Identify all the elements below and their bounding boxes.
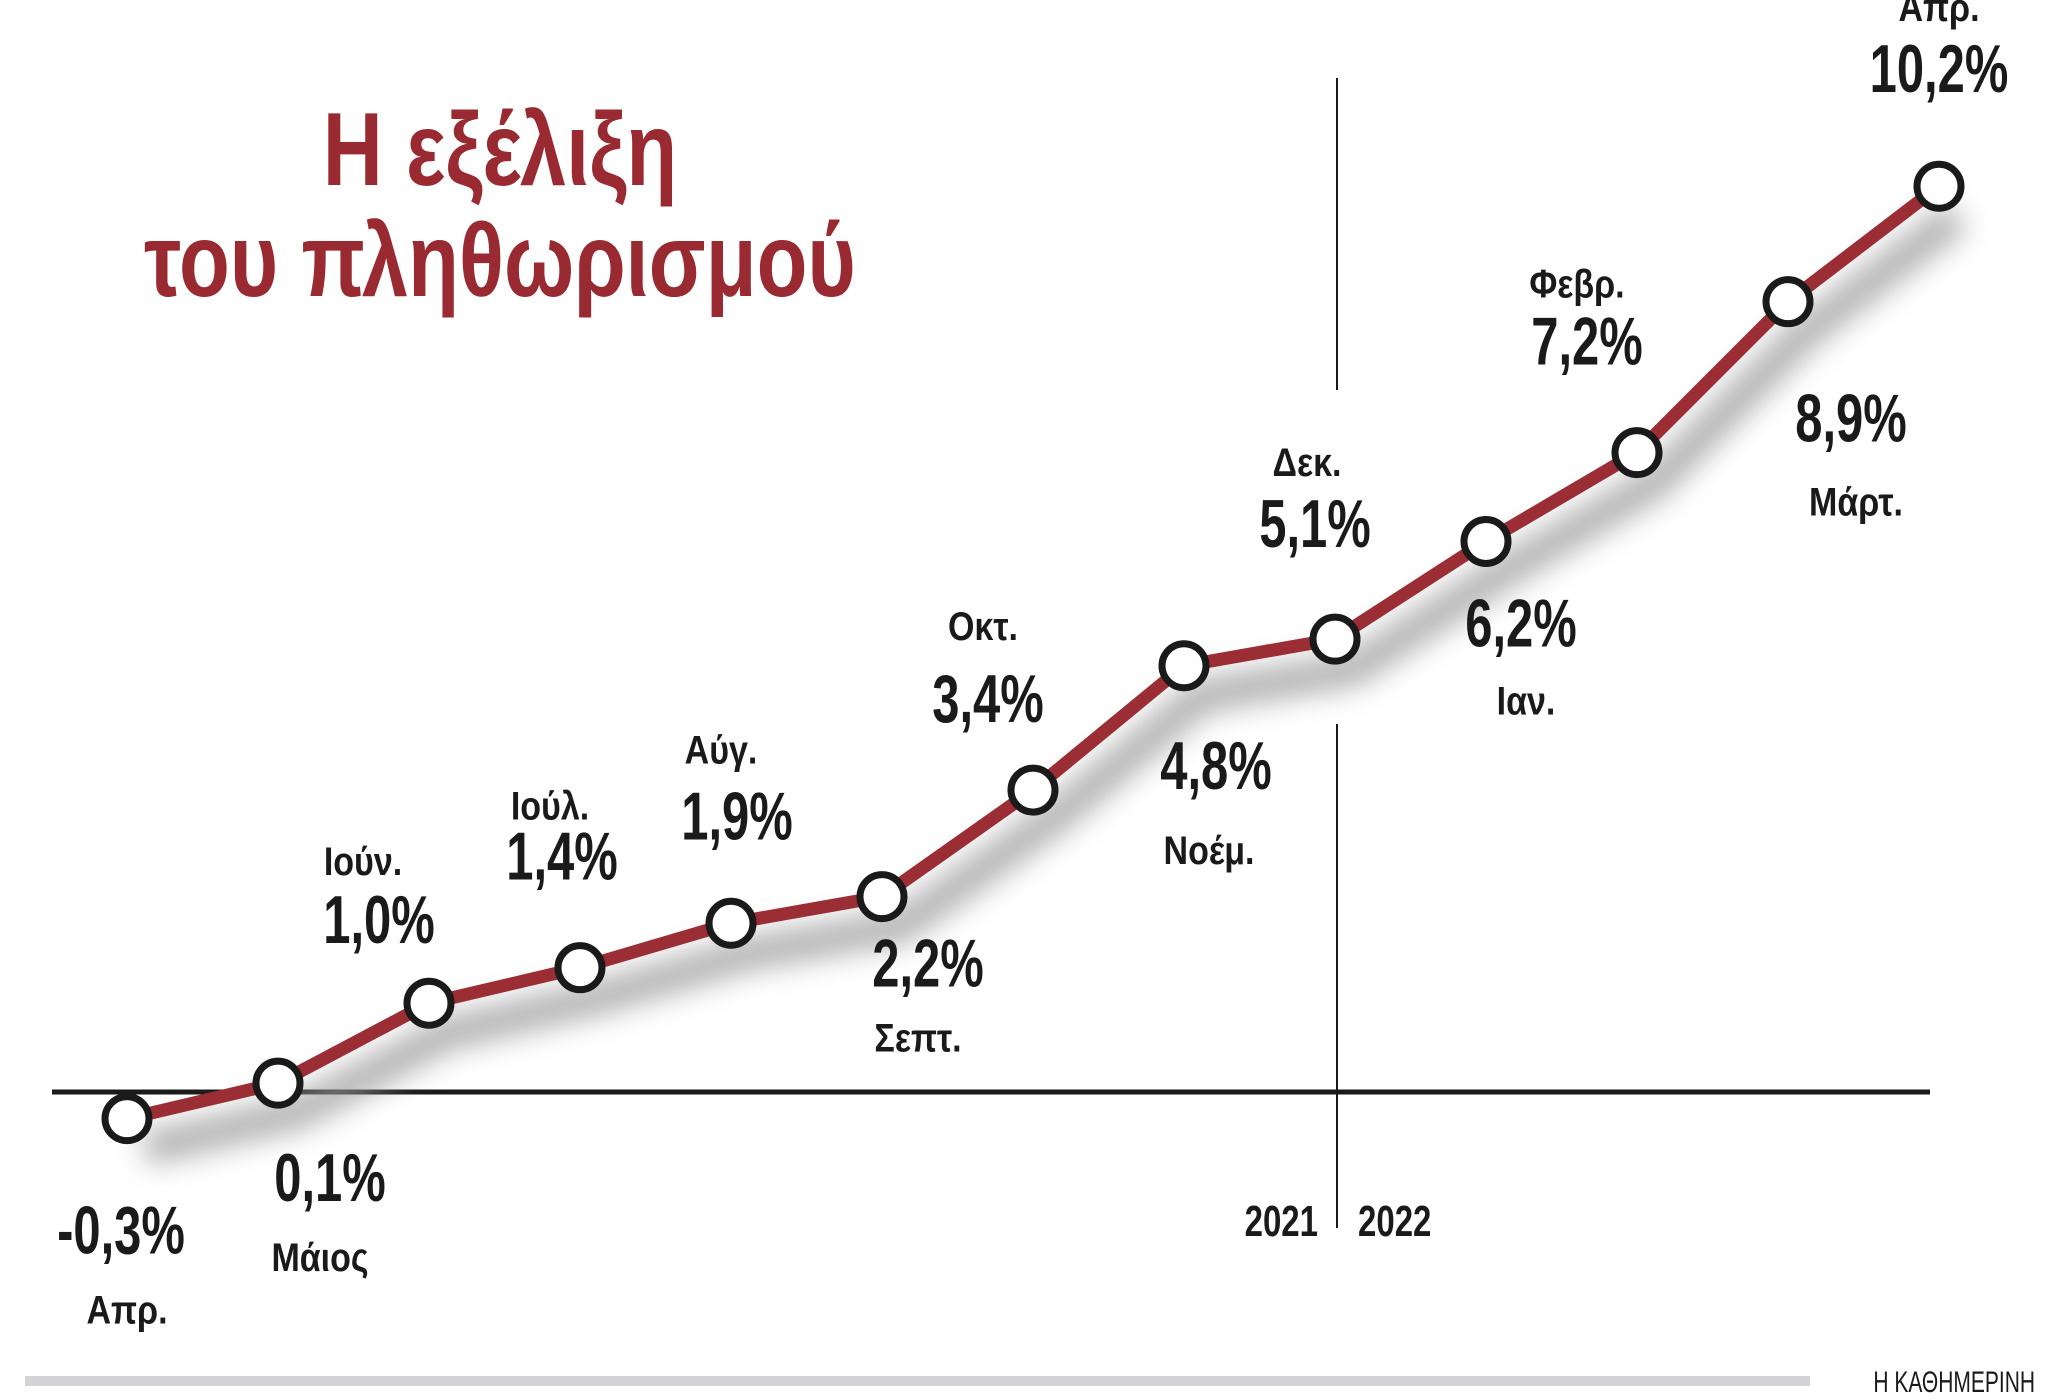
value-label: 8,9% — [1795, 380, 1907, 457]
month-label: Αύγ. — [685, 727, 758, 772]
line-shadow — [141, 202, 1968, 1166]
month-label: Νοέμ. — [1164, 827, 1255, 872]
month-label: Ιούν. — [324, 839, 402, 884]
data-point-marker — [252, 1057, 304, 1109]
month-label: Οκτ. — [948, 603, 1018, 648]
data-point-marker — [705, 897, 757, 949]
value-label: 2,2% — [872, 925, 984, 1002]
data-point-marker — [1309, 613, 1361, 665]
data-point-marker — [1913, 160, 1965, 212]
value-label: 1,0% — [323, 881, 435, 958]
value-label: 5,1% — [1259, 485, 1371, 562]
footer-bar — [25, 1376, 1810, 1386]
value-label: 3,4% — [932, 660, 1044, 737]
data-labels: -0,3% Απρ. 0,1% Μάιος 1,0%Ιούν. 1,4%Ιούλ. 1,9%… — [57, 0, 2008, 1332]
value-label: 4,8% — [1160, 727, 1272, 804]
value-label: 10,2% — [1870, 30, 2009, 107]
month-label: Ιαν. — [1497, 678, 1556, 723]
value-label: 6,2% — [1465, 584, 1577, 661]
month-label: Φεβρ. — [1529, 261, 1624, 306]
value-label: 1,4% — [506, 818, 618, 895]
data-point-marker — [101, 1093, 153, 1145]
source-label: Η ΚΑΘΗΜΕΡΙΝΗ — [1873, 1367, 2035, 1399]
month-label: Σεπτ. — [874, 1015, 961, 1060]
month-label: Απρ. — [1898, 0, 1979, 30]
value-label: 1,9% — [681, 777, 793, 854]
month-label: Απρ. — [86, 1287, 167, 1332]
year-label-2022: 2022 — [1358, 1198, 1431, 1247]
month-label: Μάρτ. — [1809, 479, 1903, 524]
data-point-marker — [856, 871, 908, 923]
chart-title-line-2: του πληθωρισμού — [144, 202, 856, 318]
data-point-marker — [1611, 427, 1663, 479]
value-label: -0,3% — [57, 1192, 185, 1269]
data-point-marker — [554, 942, 606, 994]
data-point-marker — [1158, 640, 1210, 692]
month-label: Δεκ. — [1273, 439, 1342, 484]
series-shadow — [141, 202, 1968, 1166]
month-label: Μάιος — [271, 1234, 368, 1279]
series-line — [125, 181, 1943, 1125]
value-label: 7,2% — [1531, 303, 1643, 380]
data-point-marker — [1762, 276, 1814, 328]
data-point-marker — [1460, 515, 1512, 567]
value-label: 0,1% — [274, 1139, 386, 1216]
chart-title-line-1: Η εξέλιξη — [323, 91, 677, 207]
series-line-group — [101, 160, 1965, 1145]
month-label: Ιούλ. — [511, 783, 589, 828]
data-point-marker — [403, 977, 455, 1029]
data-point-marker — [1007, 764, 1059, 816]
year-label-2021: 2021 — [1245, 1198, 1318, 1247]
